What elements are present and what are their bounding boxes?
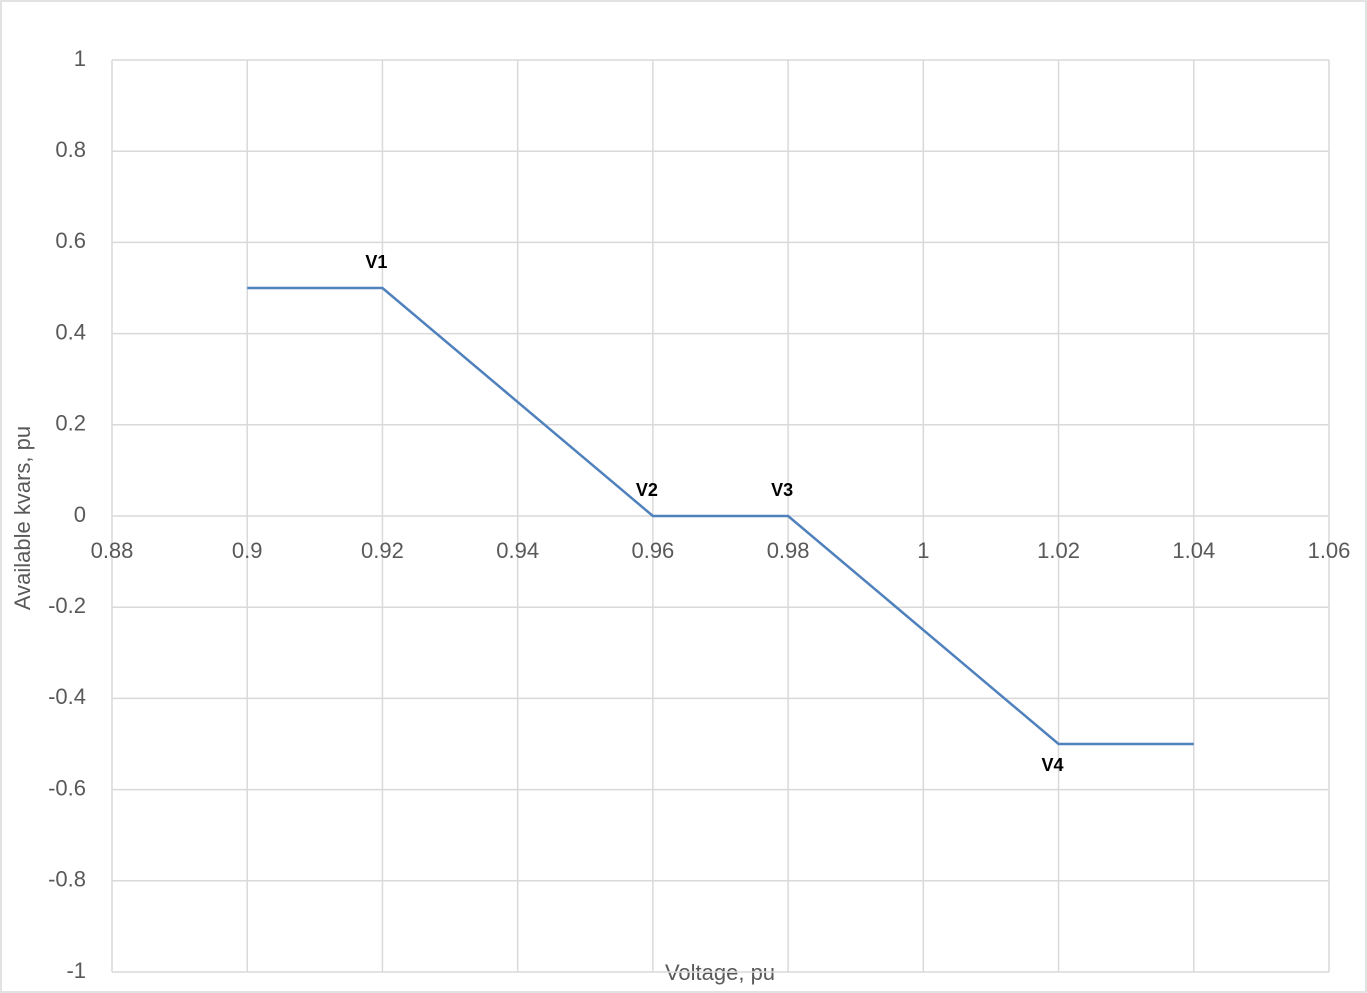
- x-tick-label: 0.88: [91, 538, 134, 563]
- y-tick-label: -1: [66, 958, 86, 983]
- x-tick-label: 0.92: [361, 538, 404, 563]
- x-tick-label: 1: [917, 538, 929, 563]
- point-label: V1: [365, 252, 387, 272]
- y-tick-label: 0.2: [55, 411, 86, 436]
- y-tick-label: 0: [74, 502, 86, 527]
- y-tick-label: 1: [74, 46, 86, 71]
- y-tick-label: 0.6: [55, 228, 86, 253]
- y-tick-label: -0.8: [48, 867, 86, 892]
- x-tick-label: 1.02: [1037, 538, 1080, 563]
- x-tick-label: 1.06: [1308, 538, 1351, 563]
- x-tick-label: 0.98: [767, 538, 810, 563]
- x-tick-label: 0.96: [631, 538, 674, 563]
- point-label: V2: [636, 480, 658, 500]
- y-tick-label: 0.4: [55, 319, 86, 344]
- point-label: V3: [771, 480, 793, 500]
- y-tick-label: -0.2: [48, 593, 86, 618]
- y-tick-label: -0.4: [48, 684, 86, 709]
- data-line: [247, 286, 1194, 746]
- x-tick-label: 0.94: [496, 538, 539, 563]
- x-tick-label: 0.9: [232, 538, 263, 563]
- y-tick-label: 0.8: [55, 137, 86, 162]
- x-tick-label: 1.04: [1172, 538, 1215, 563]
- y-tick-label: -0.6: [48, 775, 86, 800]
- point-label: V4: [1042, 755, 1064, 775]
- y-axis-title: Available kvars, pu: [10, 426, 35, 610]
